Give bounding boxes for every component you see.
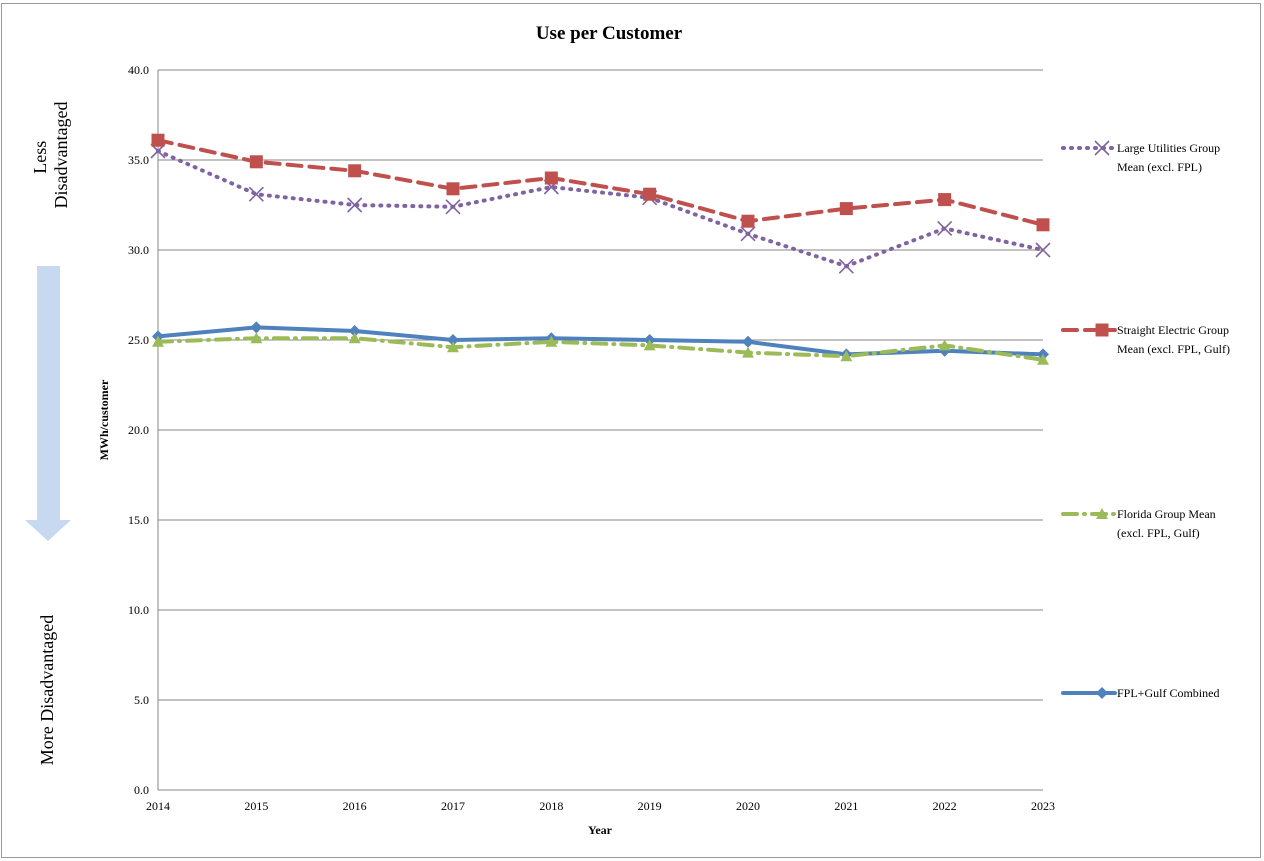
- data-point: [446, 182, 460, 196]
- more-label-prefix: More: [37, 722, 57, 766]
- chart-title: Use per Customer: [536, 23, 683, 44]
- x-tick-label: 2019: [638, 799, 662, 813]
- legend-label: Large Utilities Group: [1117, 141, 1220, 155]
- legend-entry-3: Florida Group Mean (excl. FPL, Gulf): [1061, 507, 1216, 540]
- y-tick-label: 5.0: [134, 693, 149, 707]
- more-label-word: Disadvantaged: [37, 615, 57, 722]
- y-tick-label: 20.0: [128, 423, 149, 437]
- data-point: [250, 321, 263, 334]
- y-tick-label: 35.0: [128, 153, 149, 167]
- data-point: [1036, 218, 1050, 232]
- data-point: [1096, 508, 1108, 519]
- series-1: [150, 143, 1051, 274]
- data-point: [643, 339, 656, 351]
- chart-frame: [1, 3, 1261, 858]
- x-tick-label: 2018: [539, 799, 563, 813]
- data-point: [347, 197, 363, 213]
- series-3: [152, 332, 1049, 365]
- data-point: [742, 335, 754, 348]
- data-point: [840, 350, 853, 362]
- y-axis-ticks: 0.0 5.0 10.0 15.0 20.0 25.0 30.0 35.0 40.0: [128, 63, 149, 797]
- x-tick-label: 2014: [146, 799, 170, 813]
- data-point: [447, 334, 459, 346]
- less-label-line-2: Disadvantaged: [51, 102, 71, 209]
- down-arrow-icon: [25, 266, 71, 541]
- legend-entry-4: FPL+Gulf Combined: [1061, 686, 1219, 700]
- data-point: [348, 332, 361, 344]
- data-point: [937, 220, 953, 236]
- more-disadvantaged-label: More Disadvantaged: [37, 615, 57, 765]
- legend-label: FPL+Gulf Combined: [1117, 686, 1219, 700]
- data-point: [643, 187, 657, 201]
- data-point: [1094, 140, 1110, 156]
- data-point-stroke: [445, 199, 461, 215]
- x-axis-label: Year: [588, 823, 613, 837]
- series-2: [151, 133, 1050, 232]
- legend-label: Florida Group Mean: [1117, 507, 1216, 521]
- data-point: [742, 346, 754, 358]
- x-tick-label: 2020: [736, 799, 760, 813]
- y-tick-label: 30.0: [128, 243, 149, 257]
- data-point: [938, 193, 952, 207]
- x-tick-label: 2015: [244, 799, 268, 813]
- data-point-stroke: [248, 186, 264, 202]
- data-point-stroke: [1094, 140, 1110, 156]
- y-axis-label: MWh/customer: [97, 379, 111, 460]
- y-tick-label: 0.0: [134, 783, 149, 797]
- data-point-stroke: [740, 226, 756, 242]
- data-point: [151, 133, 165, 147]
- data-point: [938, 339, 951, 351]
- data-point: [839, 202, 853, 216]
- data-point: [348, 325, 361, 337]
- data-point-stroke: [347, 197, 363, 213]
- data-point: [1095, 323, 1109, 337]
- x-tick-label: 2021: [834, 799, 858, 813]
- series-layer: [150, 133, 1051, 365]
- legend: Large Utilities Group Mean (excl. FPL) Str…: [1061, 140, 1230, 700]
- x-tick-label: 2022: [933, 799, 957, 813]
- data-point: [838, 258, 854, 274]
- x-tick-label: 2023: [1031, 799, 1055, 813]
- data-point: [1096, 687, 1108, 699]
- x-tick-label: 2016: [343, 799, 367, 813]
- y-tick-label: 25.0: [128, 333, 149, 347]
- data-point: [545, 335, 558, 347]
- legend-label: Mean (excl. FPL): [1117, 160, 1202, 174]
- data-point: [741, 214, 755, 228]
- data-point-stroke: [1035, 242, 1051, 258]
- data-point: [248, 186, 264, 202]
- less-label-line-1: Less: [30, 141, 50, 174]
- y-tick-label: 15.0: [128, 513, 149, 527]
- data-point: [249, 155, 263, 169]
- x-tick-label: 2017: [441, 799, 465, 813]
- data-point: [447, 341, 459, 353]
- series-line: [156, 138, 1045, 227]
- x-axis-ticks: 2014 2015 2016 2017 2018 2019 2020 2021 2022 2023: [146, 799, 1055, 813]
- data-point: [1037, 353, 1049, 365]
- less-disadvantaged-label: Less Disadvantaged: [30, 102, 71, 209]
- series-line: [156, 149, 1045, 269]
- legend-label: (excl. FPL, Gulf): [1117, 526, 1200, 540]
- legend-entry-1: Large Utilities Group Mean (excl. FPL): [1061, 140, 1220, 174]
- data-point: [445, 199, 461, 215]
- side-indicator: Less Disadvantaged More Disadvantaged: [25, 102, 71, 765]
- data-point: [1035, 242, 1051, 258]
- legend-label: Straight Electric Group: [1117, 323, 1229, 337]
- series-4: [152, 321, 1049, 361]
- y-tick-label: 10.0: [128, 603, 149, 617]
- data-point: [250, 332, 263, 344]
- y-tick-label: 40.0: [128, 63, 149, 77]
- data-point: [544, 171, 558, 185]
- legend-label: Mean (excl. FPL, Gulf): [1117, 342, 1230, 356]
- data-point: [152, 335, 164, 347]
- data-point-stroke: [937, 220, 953, 236]
- data-point-stroke: [838, 258, 854, 274]
- series-line: [156, 336, 1045, 362]
- data-point: [348, 164, 362, 178]
- data-point: [740, 226, 756, 242]
- legend-entry-2: Straight Electric Group Mean (excl. FPL, …: [1061, 323, 1230, 356]
